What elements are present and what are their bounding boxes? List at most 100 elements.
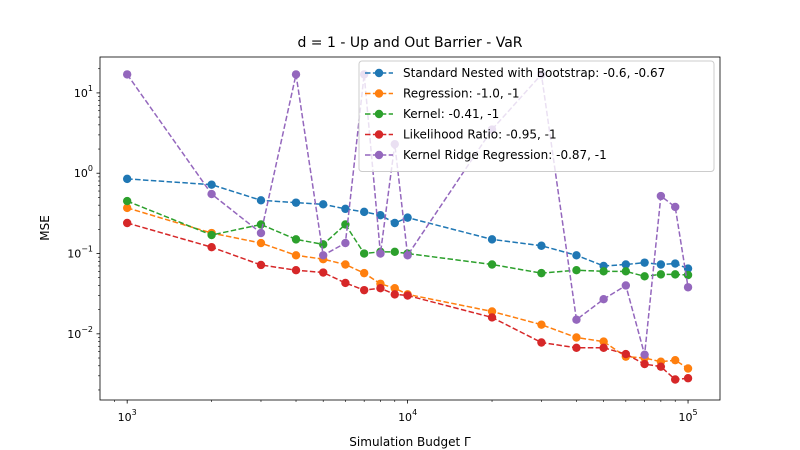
data-point: [640, 272, 649, 281]
data-point: [572, 265, 581, 275]
y-tick-label: 10−2: [67, 325, 93, 341]
data-point: [487, 313, 497, 322]
legend: Standard Nested with Bootstrap: -0.6, -0…: [358, 60, 715, 172]
data-point: [683, 283, 693, 292]
legend-marker: [374, 130, 384, 139]
data-point: [487, 307, 497, 316]
x-tick-label: 104: [398, 408, 417, 424]
data-point: [390, 218, 399, 228]
legend-marker: [374, 89, 384, 98]
data-point: [656, 260, 666, 269]
data-point: [359, 268, 369, 278]
data-point: [537, 268, 546, 278]
data-point: [487, 260, 497, 269]
data-point: [537, 338, 546, 347]
data-point: [318, 240, 328, 249]
legend-label: Kernel: -0.41, -1: [403, 107, 499, 121]
data-point: [207, 180, 216, 189]
legend-box: [358, 60, 715, 172]
legend-label: Regression: -1.0, -1: [403, 87, 520, 101]
data-point: [390, 247, 399, 257]
legend-label: Likelihood Ratio: -0.95, -1: [403, 128, 557, 142]
data-point: [122, 196, 132, 206]
data-point: [656, 362, 666, 371]
plot-frame: [99, 56, 721, 401]
data-point: [359, 207, 369, 217]
data-point: [671, 270, 680, 279]
data-point: [403, 251, 412, 260]
data-point: [656, 270, 666, 279]
data-point: [318, 251, 328, 260]
data-point: [683, 374, 693, 383]
data-point: [683, 364, 693, 373]
data-point: [256, 238, 266, 248]
y-axis-label: MSE: [38, 215, 52, 241]
y-tick-label: 100: [74, 164, 93, 180]
series-4: [122, 218, 693, 384]
data-point: [318, 268, 328, 277]
data-point: [599, 343, 608, 353]
x-tick-label: 105: [678, 408, 697, 424]
data-point: [341, 278, 350, 288]
data-point: [621, 281, 631, 290]
data-point: [671, 259, 680, 268]
data-point: [390, 284, 399, 293]
data-point: [122, 218, 132, 228]
data-point: [640, 350, 649, 359]
legend-label: Standard Nested with Bootstrap: -0.6, -0…: [403, 66, 665, 80]
data-point: [207, 230, 216, 240]
series-1: [122, 174, 693, 273]
data-point: [341, 260, 350, 269]
data-point: [640, 258, 649, 267]
axes: 103 104 105 10−2 10−1 100 101: [67, 56, 721, 424]
data-point: [291, 251, 301, 260]
data-point: [256, 228, 266, 238]
x-tick-label: 103: [118, 408, 137, 424]
data-point: [537, 320, 546, 329]
data-point: [122, 70, 132, 79]
data-point: [376, 284, 385, 293]
x-axis-label: Simulation Budget Γ: [349, 435, 471, 449]
data-point: [572, 251, 581, 260]
chart-title: d = 1 - Up and Out Barrier - VaR: [297, 35, 522, 51]
data-point: [291, 70, 301, 79]
data-point: [671, 375, 680, 384]
data-point: [256, 260, 266, 270]
data-point: [671, 202, 680, 212]
data-point: [341, 204, 350, 214]
data-point: [621, 349, 631, 359]
y-tick-label: 101: [74, 84, 93, 100]
data-point: [599, 294, 608, 304]
data-point: [640, 359, 649, 369]
data-point: [621, 260, 631, 269]
data-point: [572, 315, 581, 324]
data-point: [599, 267, 608, 276]
data-point: [291, 235, 301, 244]
data-point: [390, 290, 399, 299]
y-tick-label: 10−1: [67, 245, 93, 261]
data-point: [403, 213, 412, 222]
data-point: [621, 267, 631, 276]
legend-label: Kernel Ridge Regression: -0.87, -1: [403, 148, 607, 162]
data-point: [376, 211, 385, 220]
data-point: [599, 337, 608, 346]
data-point: [537, 241, 546, 250]
legend-marker: [374, 150, 384, 160]
data-point: [656, 191, 666, 201]
data-point: [318, 200, 328, 209]
data-point: [403, 291, 412, 300]
data-point: [572, 343, 581, 353]
data-point: [376, 249, 385, 258]
data-point: [207, 242, 216, 252]
data-point: [291, 265, 301, 275]
data-point: [122, 174, 132, 184]
legend-marker: [374, 109, 384, 119]
data-point: [341, 238, 350, 248]
data-point: [359, 285, 369, 295]
legend-marker: [374, 68, 384, 78]
data-point: [671, 355, 680, 365]
data-point: [207, 189, 216, 199]
data-point: [291, 198, 301, 207]
data-point: [572, 333, 581, 342]
